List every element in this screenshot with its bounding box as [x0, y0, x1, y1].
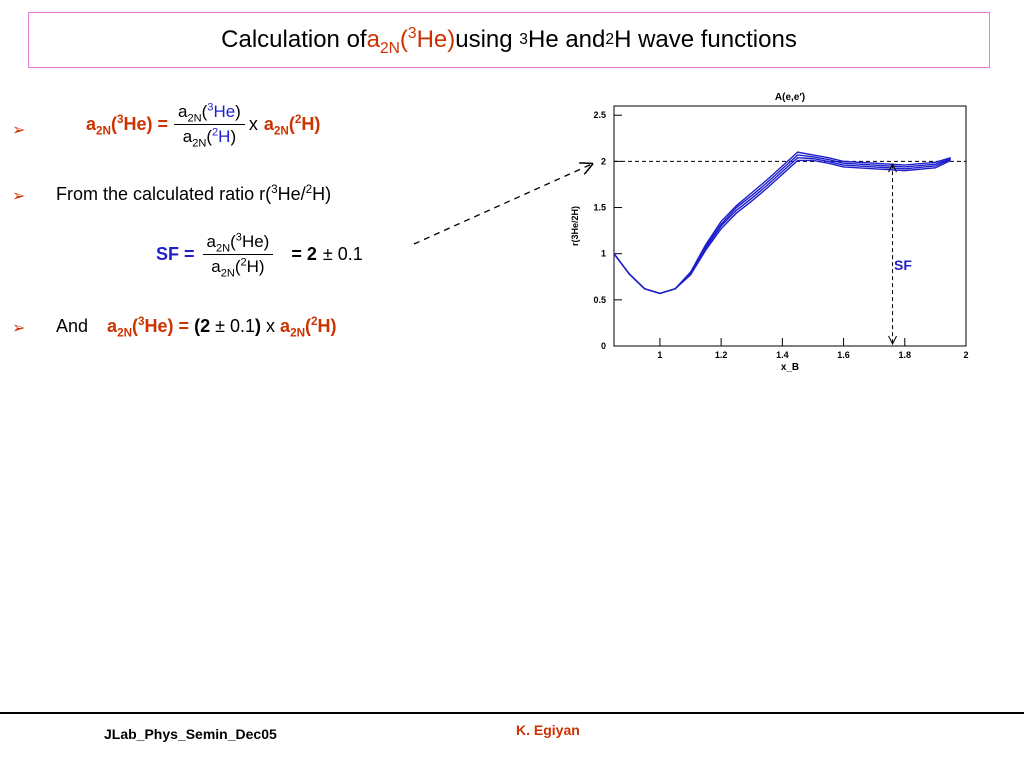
sf-error: ± 0.1	[322, 244, 363, 264]
ratio-fraction: a2N(3He) a2N(2H)	[174, 102, 245, 150]
sf-arrow-head-top	[888, 163, 897, 173]
plot-frame	[613, 105, 967, 347]
y-tick-label: 2	[601, 156, 606, 166]
result-close: )	[255, 316, 262, 336]
footer-divider	[0, 712, 1024, 714]
y-tick-label: 0.5	[593, 295, 606, 305]
formula-line-1: a2N(3He) = a2N(3He) a2N(2H) x a2N(2H)	[86, 102, 321, 150]
title-a2n: a2N(3He)	[366, 25, 456, 57]
result-times: x	[266, 316, 276, 336]
result-open: (2	[194, 316, 211, 336]
series-line	[613, 159, 951, 295]
footer-author: K. Egiyan	[516, 722, 580, 738]
formula-line-3: SF = a2N(3He) a2N(2H) = 2 ± 0.1	[156, 232, 363, 280]
chart-ylabel: r(3He/2H)	[570, 206, 580, 246]
x-tick-label: 2	[963, 350, 968, 360]
fraction-numerator: a2N(3He)	[174, 102, 245, 125]
y-tick-label: 0	[601, 341, 606, 351]
title-part1: Calculation of	[221, 26, 367, 53]
series-line	[613, 156, 951, 295]
times-sign: x	[248, 114, 258, 134]
sf-numerator: a2N(3He)	[202, 232, 274, 255]
sf-fraction: a2N(3He) a2N(2H)	[202, 232, 274, 280]
x-tick-label: 1.4	[776, 350, 789, 360]
footer-left-text: JLab_Phys_Semin_Dec05	[104, 726, 277, 742]
x-tick-label: 1	[657, 350, 662, 360]
y-tick-label: 1	[601, 249, 606, 259]
sf-chart-label: SF	[894, 257, 912, 273]
title-he-and: He and	[527, 26, 606, 53]
rhs-a2n-2h: a2N(2H)	[263, 113, 321, 138]
formula-line-4: And a2N(3He) = (2 ± 0.1) x a2N(2H)	[56, 315, 337, 340]
sf-value: = 2	[291, 244, 317, 264]
x-tick-label: 1.8	[899, 350, 912, 360]
result-a2n-3he: a2N(3He) =	[107, 315, 190, 340]
fraction-denominator: a2N(2H)	[182, 126, 237, 150]
bullet-arrow-icon: ➢	[12, 320, 26, 337]
sf-denominator: a2N(2H)	[211, 256, 265, 280]
x-tick-label: 1.2	[715, 350, 728, 360]
result-a2n-2h: a2N(2H)	[280, 315, 337, 340]
bullet-arrow-icon: ➢	[12, 188, 26, 205]
ratio-chart: A(e,e′) 1 1.2 1.4 1.6 1.8 2 0 0.5 1 1.5 2 2.5 x_B r…	[570, 92, 969, 373]
result-error: ± 0.1	[215, 316, 256, 336]
y-tick-label: 1.5	[593, 203, 606, 213]
chart-xlabel: x_B	[781, 362, 799, 373]
title-part2: using	[455, 26, 513, 53]
chart-title: A(e,e′)	[775, 92, 805, 103]
lhs-a2n-3he: a2N(3He) =	[86, 113, 169, 138]
formula-line-2: From the calculated ratio r(3He/2H)	[56, 183, 332, 204]
and-word: And	[56, 316, 89, 336]
bullet-arrow-icon: ➢	[12, 122, 26, 139]
sf-label: SF =	[156, 244, 195, 264]
x-tick-label: 1.6	[837, 350, 850, 360]
sf-arrow-head-bottom	[888, 335, 897, 346]
y-tick-label: 2.5	[593, 110, 606, 120]
title-rest: H wave functions	[614, 26, 797, 53]
